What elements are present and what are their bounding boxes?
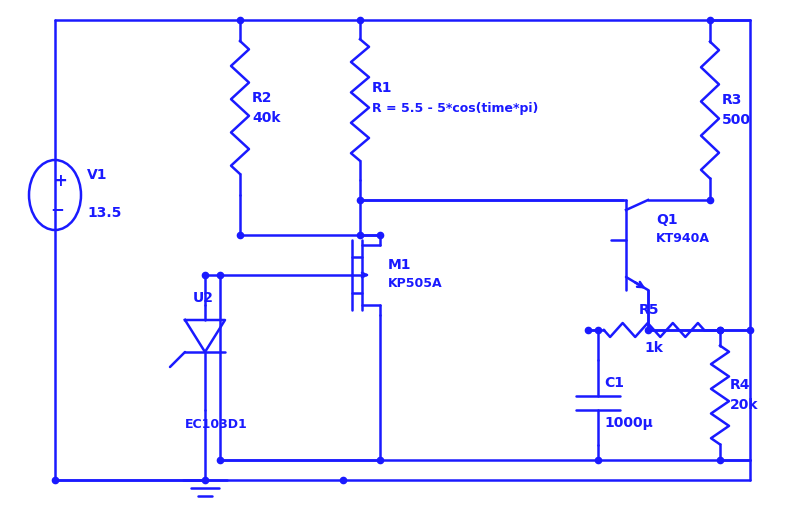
Text: 1k: 1k <box>645 341 663 355</box>
Text: 40k: 40k <box>252 111 281 124</box>
Text: R1: R1 <box>372 81 392 95</box>
Text: KP505A: KP505A <box>388 277 443 290</box>
Text: KT940A: KT940A <box>656 231 710 244</box>
Text: 13.5: 13.5 <box>87 206 121 220</box>
Text: U2: U2 <box>193 291 214 305</box>
Text: R4: R4 <box>730 378 750 392</box>
Text: 500: 500 <box>722 113 751 127</box>
Text: 20k: 20k <box>730 398 759 412</box>
Text: −: − <box>50 200 64 218</box>
Text: C1: C1 <box>604 375 624 389</box>
Text: R3: R3 <box>722 93 742 107</box>
Text: Q1: Q1 <box>656 213 678 227</box>
Text: R2: R2 <box>252 90 273 105</box>
Text: EC103D1: EC103D1 <box>185 418 247 431</box>
Text: R5: R5 <box>639 303 660 317</box>
Text: V1: V1 <box>87 168 107 182</box>
Text: M1: M1 <box>388 258 411 272</box>
Text: R = 5.5 - 5*cos(time*pi): R = 5.5 - 5*cos(time*pi) <box>372 101 538 114</box>
Text: +: + <box>53 172 67 190</box>
Text: 1000μ: 1000μ <box>604 415 652 430</box>
